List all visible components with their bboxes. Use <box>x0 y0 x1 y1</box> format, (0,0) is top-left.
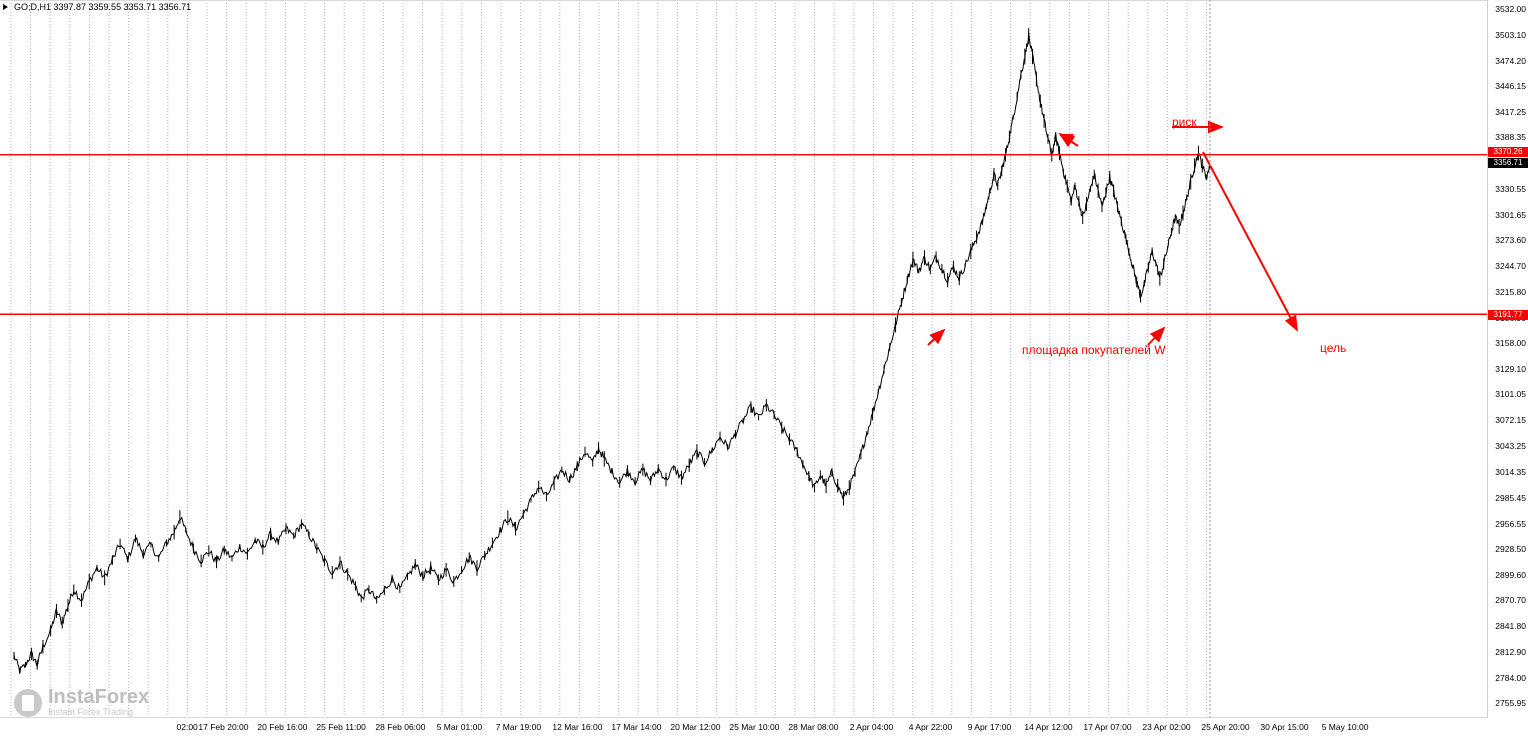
support-arrow-right <box>1147 326 1166 346</box>
price-tick-label: 2956.55 <box>1495 518 1526 529</box>
time-tick-label: 5 May 10:00 <box>1321 722 1369 732</box>
time-tick-label: 7 Mar 19:00 <box>495 722 542 732</box>
price-tick-label: 2784.00 <box>1495 672 1526 683</box>
time-tick-label: 30 Apr 15:00 <box>1260 722 1309 732</box>
time-tick-label: 25 Mar 10:00 <box>729 722 780 732</box>
price-tick-label: 3273.60 <box>1495 235 1526 246</box>
price-tick-label: 3014.35 <box>1495 466 1526 477</box>
price-tick-label: 3532.00 <box>1495 4 1526 14</box>
price-tick-label: 3474.20 <box>1495 55 1526 66</box>
axis-separator <box>1487 0 1488 718</box>
time-tick-label: 23 Apr 02:00 <box>1142 722 1191 732</box>
watermark-subtitle: Instant Forex Trading <box>48 707 134 717</box>
price-tick-label: 3388.35 <box>1495 132 1526 143</box>
price-tick-label: 2985.45 <box>1495 492 1526 503</box>
time-tick-label: 20 Feb 16:00 <box>257 722 308 732</box>
instaforex-logo-icon <box>14 688 42 717</box>
watermark: InstaForex Instant Forex Trading <box>14 687 149 718</box>
symbol-marker-icon <box>3 4 8 10</box>
price-tick-label: 3072.15 <box>1495 415 1526 426</box>
price-tag: 3191.77 <box>1488 310 1528 320</box>
target-label: цель <box>1320 341 1347 355</box>
time-tick-label: 20 Mar 12:00 <box>670 722 721 732</box>
time-tick-label: 25 Apr 20:00 <box>1201 722 1250 732</box>
price-tick-label: 3043.25 <box>1495 441 1526 452</box>
price-tick-label: 2755.95 <box>1495 698 1526 708</box>
price-series-layer <box>13 28 1211 674</box>
plot-area <box>0 0 1488 718</box>
time-axis[interactable]: 02:00 17 Feb 20:00 20 Feb 16:00 25 Feb 11:0… <box>0 718 1528 740</box>
annotation-layer <box>0 0 1488 718</box>
price-tick-label: 3301.65 <box>1495 209 1526 220</box>
price-tick-label: 2899.60 <box>1495 569 1526 580</box>
time-tick-label: 17 Feb 20:00 <box>198 722 249 732</box>
symbol-label: GO;D,H1 3397.87 3359.55 3353.71 3356.71 <box>14 2 192 12</box>
buyers-platform-label: площадка покупателей W <box>1022 343 1166 357</box>
time-tick-label: 02:00 <box>176 722 198 732</box>
time-tick-label: 12 Mar 16:00 <box>552 722 603 732</box>
price-tag: 3356.71 <box>1488 158 1528 168</box>
time-tick-label: 5 Mar 01:00 <box>436 722 483 732</box>
price-tick-label: 3101.05 <box>1495 389 1526 400</box>
price-tick-label: 2928.50 <box>1495 543 1526 554</box>
price-axis[interactable]: 3532.00 3503.10 3474.20 3446.15 3417.25 3388.… <box>1488 0 1528 718</box>
trade-direction-arrow <box>1202 151 1298 332</box>
support-arrow-left <box>927 328 946 346</box>
price-tick-label: 2841.80 <box>1495 621 1526 632</box>
resistance-marker-icon <box>1062 134 1074 146</box>
price-tick-label: 3244.70 <box>1495 260 1526 271</box>
time-tick-label: 28 Mar 08:00 <box>788 722 839 732</box>
risk-label: риск <box>1172 115 1197 129</box>
time-tick-label: 9 Apr 17:00 <box>967 722 1012 732</box>
price-tick-label: 3503.10 <box>1495 29 1526 40</box>
price-tick-label: 2812.90 <box>1495 647 1526 658</box>
price-line <box>13 32 1211 674</box>
time-tick-label: 17 Mar 14:00 <box>611 722 662 732</box>
price-tick-label: 2870.70 <box>1495 595 1526 606</box>
price-tick-label: 3417.25 <box>1495 106 1526 117</box>
price-tick-label: 3158.00 <box>1495 338 1526 349</box>
watermark-title: InstaForex <box>48 686 150 708</box>
price-tick-label: 3215.80 <box>1495 286 1526 297</box>
time-tick-label: 28 Feb 06:00 <box>375 722 426 732</box>
time-tick-label: 17 Apr 07:00 <box>1083 722 1132 732</box>
price-tick-label: 3129.10 <box>1495 364 1526 375</box>
price-tag: 3370.26 <box>1488 147 1528 157</box>
price-tick-label: 3446.15 <box>1495 80 1526 91</box>
price-tick-label: 3330.55 <box>1495 184 1526 195</box>
grid-layer <box>0 0 1488 718</box>
time-tick-label: 25 Feb 11:00 <box>316 722 366 732</box>
time-tick-label: 2 Apr 04:00 <box>849 722 894 732</box>
time-tick-label: 14 Apr 12:00 <box>1024 722 1073 732</box>
time-tick-label: 4 Apr 22:00 <box>908 722 953 732</box>
